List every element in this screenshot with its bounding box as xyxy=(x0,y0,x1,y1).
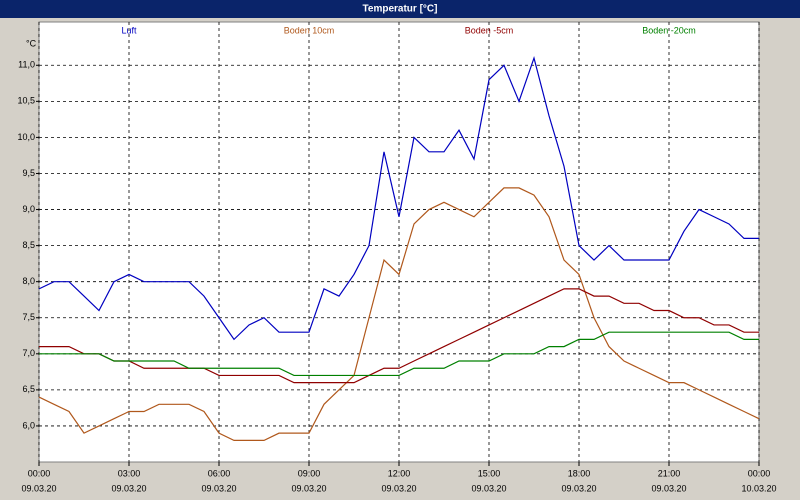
legend-entry: Boden -5cm xyxy=(465,25,514,35)
y-tick-label: 7,0 xyxy=(22,348,35,358)
y-tick-label: 9,0 xyxy=(22,204,35,214)
x-tick-label: 03:00 xyxy=(118,468,141,478)
y-tick-label: 8,5 xyxy=(22,240,35,250)
x-tick-date: 09.03.20 xyxy=(651,483,686,493)
title-bar xyxy=(0,0,800,18)
x-tick-date: 09.03.20 xyxy=(381,483,416,493)
y-tick-label: 6,0 xyxy=(22,420,35,430)
x-tick-label: 15:00 xyxy=(478,468,501,478)
y-tick-label: 11,0 xyxy=(18,60,35,70)
y-unit: °C xyxy=(26,38,37,48)
x-tick-date: 09.03.20 xyxy=(471,483,506,493)
x-tick-label: 09:00 xyxy=(298,468,321,478)
x-tick-label: 12:00 xyxy=(388,468,411,478)
x-tick-date: 09.03.20 xyxy=(21,483,56,493)
x-tick-date: 09.03.20 xyxy=(561,483,596,493)
series-line xyxy=(38,55,759,341)
x-tick-date: 09.03.20 xyxy=(111,483,146,493)
x-tick-date: 09.03.20 xyxy=(291,483,326,493)
x-tick-date: 10.03.20 xyxy=(741,483,776,493)
x-tick-label: 21:00 xyxy=(658,468,681,478)
series-line xyxy=(39,288,759,384)
y-tick-label: 10,0 xyxy=(17,132,35,142)
x-tick-date: 09.03.20 xyxy=(201,483,236,493)
legend-entry: Boden -20cm xyxy=(642,25,696,35)
y-tick-label: 6,5 xyxy=(22,384,35,394)
x-tick-label: 00:00 xyxy=(28,468,51,478)
x-tick-label: 06:00 xyxy=(208,468,231,478)
y-tick-label: 8,0 xyxy=(22,276,35,286)
y-tick-label: 10,5 xyxy=(17,96,35,106)
legend-entry: Boden 10cm xyxy=(284,25,335,35)
series-line xyxy=(38,187,760,441)
x-tick-label: 00:00 xyxy=(748,468,771,478)
series-line xyxy=(39,331,759,377)
y-tick-label: 7,5 xyxy=(22,312,35,322)
y-tick-label: 9,5 xyxy=(22,168,35,178)
chart-title: Temperatur [°C] xyxy=(363,4,438,15)
legend-entry: Luft xyxy=(121,25,137,35)
x-tick-label: 18:00 xyxy=(568,468,591,478)
